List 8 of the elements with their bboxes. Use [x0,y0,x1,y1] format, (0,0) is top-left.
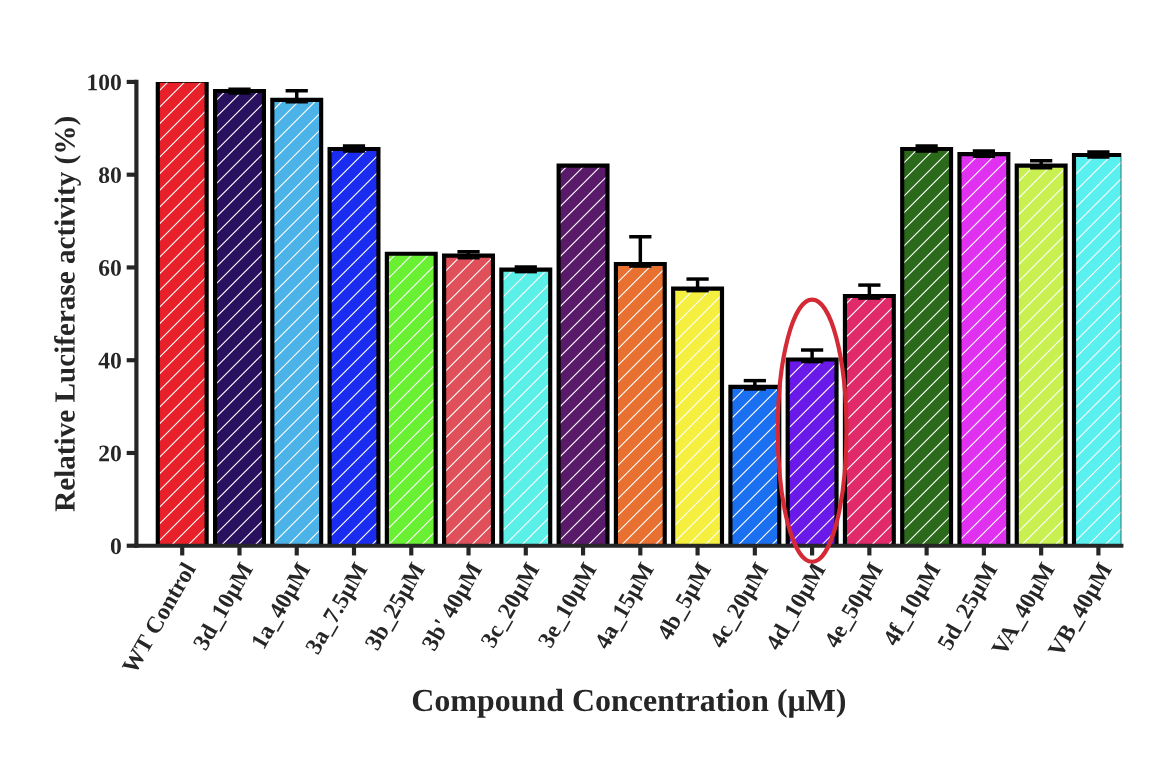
y-tick-label: 100 [88,74,121,91]
y-tick-label: 80 [99,167,121,184]
y-axis-title: Relative Luciferase activity (%) [54,117,81,512]
x-axis-title: Compound Concentration (μM) [412,688,846,718]
y-tick-label: 40 [98,352,121,369]
y-tick-label: 60 [99,259,121,276]
y-tick-label: 0 [110,538,121,555]
y-tick-label: 20 [99,445,121,462]
